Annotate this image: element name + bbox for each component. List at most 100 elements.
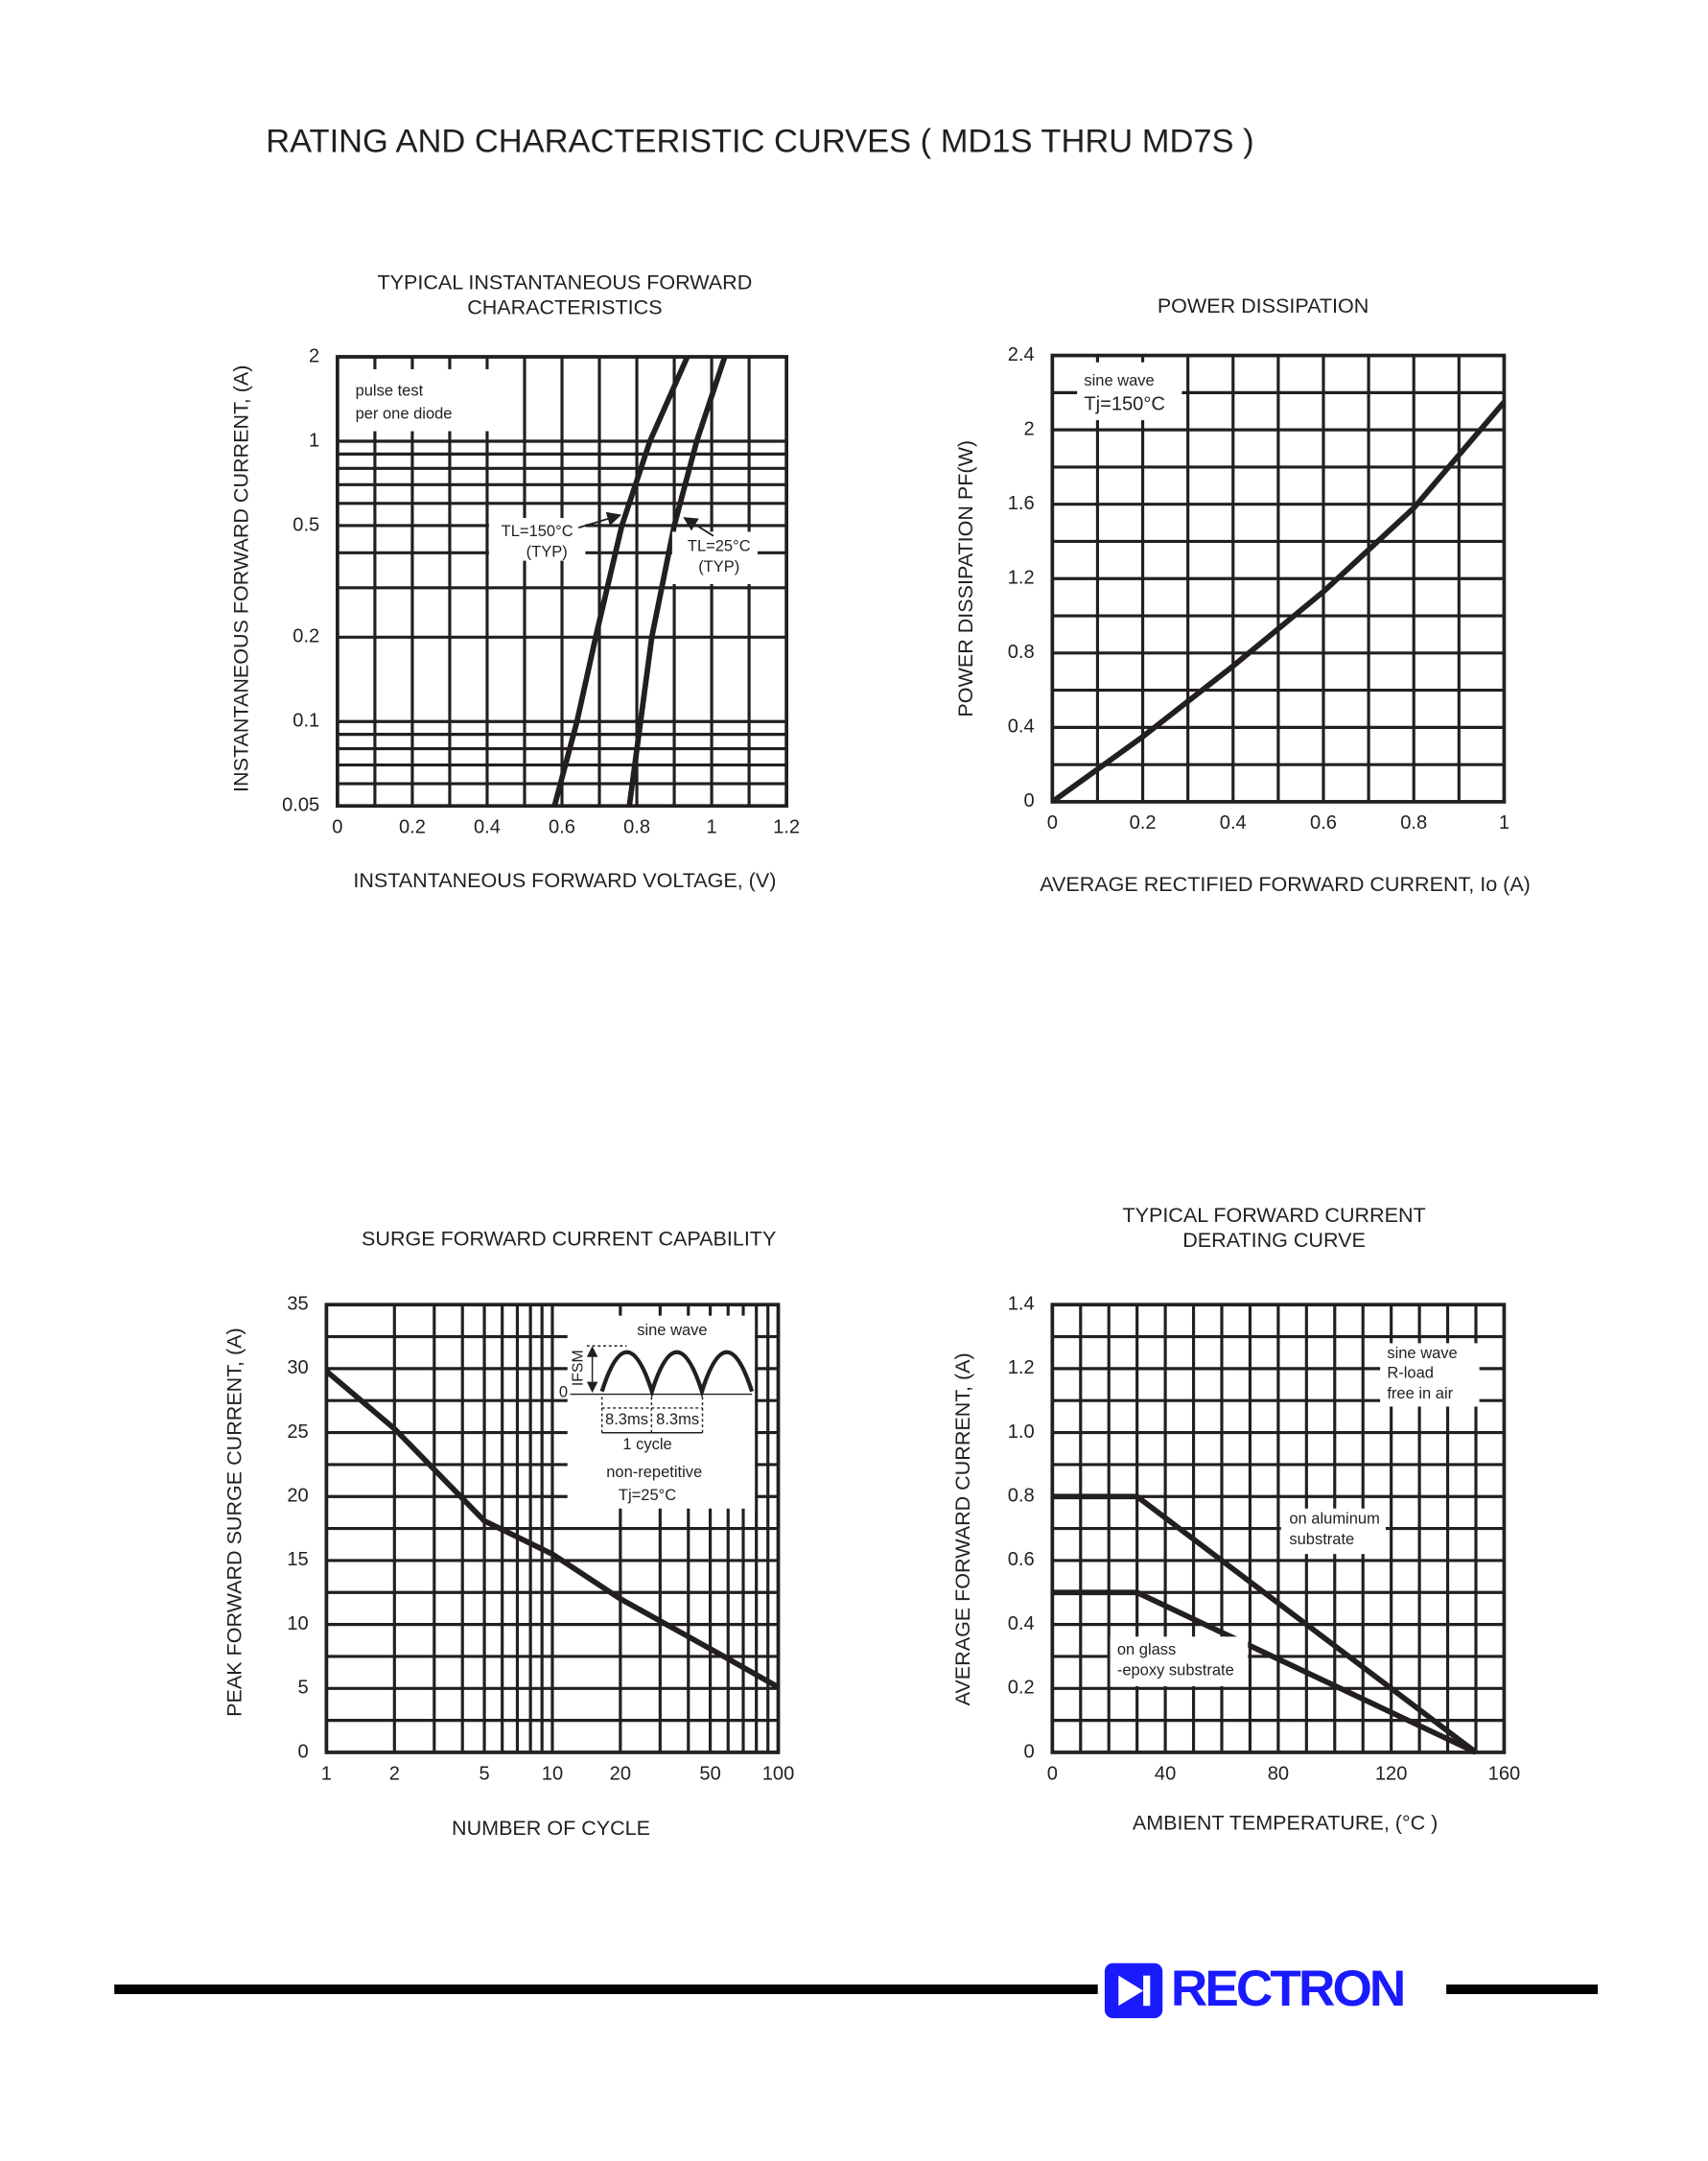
- annotation: non-repetitive: [606, 1464, 702, 1481]
- annotation: (TYP): [698, 558, 739, 575]
- annotation: TL=25°C: [688, 538, 751, 555]
- annotation: 1 cycle: [622, 1436, 671, 1453]
- y-tick-label: 0.2: [1008, 1678, 1035, 1699]
- x-tick-label: 1.2: [773, 817, 800, 838]
- y-tick-label: 5: [298, 1678, 309, 1699]
- plot-frame: [1050, 353, 1507, 804]
- annotation: sine wave: [1084, 372, 1154, 389]
- annotation-box: [1077, 362, 1182, 421]
- x-tick-label: 5: [479, 1763, 489, 1784]
- x-axis-title: NUMBER OF CYCLE: [452, 1817, 650, 1840]
- x-tick-label: 0: [332, 817, 342, 838]
- x-tick-label: 100: [762, 1763, 795, 1784]
- annotation: IFSM: [570, 1350, 586, 1386]
- x-tick-label: 50: [699, 1763, 720, 1784]
- annotation-arrow: [577, 511, 622, 529]
- x-axis-title: AMBIENT TEMPERATURE, (°C ): [1133, 1811, 1438, 1834]
- x-tick-label: 0.2: [1130, 812, 1157, 834]
- annotation: TL=150°C: [502, 523, 573, 540]
- x-tick-label: 20: [610, 1763, 631, 1784]
- annotation: sine wave: [637, 1322, 707, 1339]
- annotation: Tj=25°C: [619, 1487, 676, 1504]
- x-tick-label: 160: [1488, 1763, 1521, 1784]
- x-tick-label: 2: [389, 1763, 400, 1784]
- y-tick-label: 2: [309, 345, 319, 366]
- y-axis-title: AVERAGE FORWARD CURRENT, (A): [951, 1352, 974, 1705]
- annotation: free in air: [1387, 1385, 1453, 1402]
- chart-title: POWER DISSIPATION: [1158, 294, 1369, 317]
- x-tick-label: 0.6: [549, 817, 575, 838]
- chart-title: TYPICAL INSTANTANEOUS FORWARD: [377, 271, 752, 294]
- x-tick-label: 0: [1047, 1763, 1058, 1784]
- annotation: (TYP): [526, 543, 568, 560]
- x-tick-label: 80: [1268, 1763, 1289, 1784]
- y-tick-label: 1.6: [1008, 493, 1035, 514]
- y-tick-label: 15: [287, 1549, 308, 1570]
- annotation: 8.3ms: [656, 1411, 699, 1428]
- x-tick-label: 0: [1047, 812, 1058, 834]
- y-axis-title: INSTANTANEOUS FORWARD CURRENT, (A): [229, 365, 252, 792]
- waveform-inset: [570, 1345, 755, 1434]
- annotation: Tj=150°C: [1084, 394, 1165, 415]
- annotation-box: [1280, 1508, 1386, 1555]
- annotation-arrow: [683, 517, 714, 537]
- y-tick-label: 0.8: [1008, 1486, 1035, 1507]
- annotation-box: [488, 518, 586, 561]
- x-tick-label: 0.4: [474, 817, 501, 838]
- y-tick-label: 25: [287, 1421, 308, 1443]
- annotation: 0: [559, 1383, 568, 1400]
- x-tick-label: 1: [321, 1763, 332, 1784]
- y-axis-title: PEAK FORWARD SURGE CURRENT, (A): [222, 1327, 246, 1717]
- y-tick-label: 0.6: [1008, 1549, 1035, 1570]
- annotation-box: [346, 368, 494, 432]
- x-axis-title: INSTANTANEOUS FORWARD VOLTAGE, (V): [353, 869, 776, 892]
- data-line: [1052, 1493, 1478, 1755]
- y-tick-label: 0.2: [292, 626, 319, 647]
- annotation-box: [1380, 1343, 1480, 1407]
- annotation: on glass: [1117, 1641, 1176, 1658]
- x-tick-label: 40: [1155, 1763, 1176, 1784]
- data-line: [1052, 1589, 1478, 1755]
- data-line: [324, 1369, 780, 1690]
- chart-title: CHARACTERISTICS: [467, 295, 662, 318]
- y-tick-label: 0: [298, 1741, 309, 1762]
- x-tick-label: 1: [1499, 812, 1509, 834]
- y-tick-label: 0: [1023, 1741, 1034, 1762]
- plot-frame: [336, 355, 788, 809]
- x-tick-label: 10: [542, 1763, 563, 1784]
- annotation: 8.3ms: [605, 1411, 648, 1428]
- y-tick-label: 2: [1023, 418, 1034, 439]
- x-tick-label: 0.4: [1220, 812, 1247, 834]
- y-tick-label: 1.2: [1008, 568, 1035, 589]
- annotation: substrate: [1289, 1531, 1354, 1548]
- page-title: RATING AND CHARACTERISTIC CURVES ( MD1S …: [266, 124, 1253, 160]
- annotation-box: [1110, 1636, 1249, 1687]
- y-tick-label: 1: [309, 430, 319, 451]
- y-tick-label: 35: [287, 1293, 308, 1314]
- plot-frame: [1050, 1303, 1507, 1754]
- chart: SURGE FORWARD CURRENT CAPABILITY NUMBER O…: [222, 1227, 794, 1840]
- x-axis-title: AVERAGE RECTIFIED FORWARD CURRENT, Io (A…: [1040, 873, 1531, 896]
- chart-title: DERATING CURVE: [1182, 1229, 1366, 1252]
- annotation: per one diode: [356, 406, 453, 423]
- plot-frame: [324, 1303, 781, 1754]
- chart-title: SURGE FORWARD CURRENT CAPABILITY: [362, 1227, 776, 1250]
- y-tick-label: 0.1: [292, 711, 319, 732]
- logo-icon: [1104, 1962, 1163, 2019]
- annotation-box: [671, 531, 758, 585]
- x-tick-label: 0.6: [1310, 812, 1337, 834]
- annotation: -epoxy substrate: [1117, 1662, 1234, 1679]
- x-tick-label: 0.8: [1400, 812, 1427, 834]
- y-tick-label: 0.8: [1008, 642, 1035, 663]
- y-tick-label: 10: [287, 1613, 308, 1634]
- x-tick-label: 1: [706, 817, 716, 838]
- logo-text: RECTRON: [1171, 1961, 1404, 2017]
- annotation: pulse test: [356, 382, 424, 399]
- y-tick-label: 0.4: [1008, 1613, 1035, 1634]
- y-tick-label: 20: [287, 1486, 308, 1507]
- chart: TYPICAL INSTANTANEOUS FORWARDCHARACTERIS…: [229, 271, 800, 892]
